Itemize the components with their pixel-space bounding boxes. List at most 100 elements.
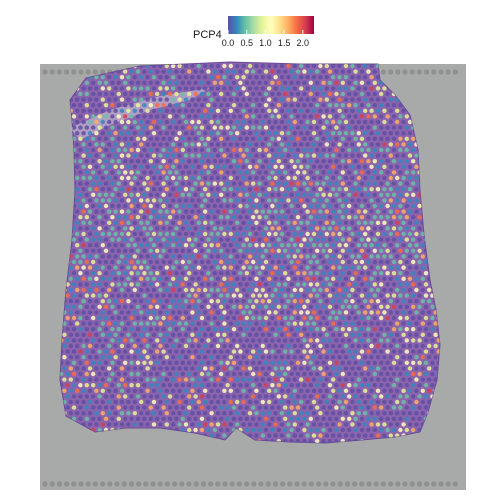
expression-spot <box>302 114 307 119</box>
expression-spot <box>209 276 214 281</box>
expression-spot <box>78 203 83 209</box>
expression-spot <box>347 259 352 265</box>
expression-spot <box>187 147 192 153</box>
expression-spot <box>187 282 192 287</box>
expression-spot <box>289 282 294 287</box>
expression-spot <box>404 259 409 265</box>
expression-spot <box>267 422 272 427</box>
expression-spot <box>180 91 185 97</box>
expression-spot <box>270 136 275 141</box>
expression-spot <box>350 422 355 427</box>
expression-spot <box>199 259 205 265</box>
expression-spot <box>331 254 336 259</box>
expression-spot <box>107 243 112 248</box>
expression-spot <box>295 327 301 332</box>
expression-spot <box>388 422 393 427</box>
fiducial-dot <box>49 481 55 487</box>
expression-spot <box>75 231 80 237</box>
expression-spot <box>273 287 278 293</box>
expression-spot <box>321 338 326 343</box>
fiducial-dot <box>49 69 55 75</box>
expression-spot <box>113 287 118 293</box>
expression-spot <box>87 377 93 382</box>
expression-spot <box>270 259 275 265</box>
expression-spot <box>430 349 435 354</box>
expression-spot <box>81 231 86 237</box>
expression-spot <box>190 209 195 214</box>
expression-spot <box>164 220 169 225</box>
expression-spot <box>119 321 125 326</box>
expression-spot <box>260 299 265 304</box>
expression-spot <box>289 304 294 309</box>
expression-spot <box>391 293 397 298</box>
expression-spot <box>331 355 336 360</box>
fiducial-dot <box>107 481 113 487</box>
expression-spot <box>167 371 173 377</box>
expression-spot <box>327 271 333 276</box>
expression-spot <box>139 399 144 405</box>
expression-spot <box>417 349 422 354</box>
fiducial-dot <box>380 69 386 75</box>
legend-tick-label: 0.0 <box>222 38 235 48</box>
expression-spot <box>292 175 297 181</box>
expression-spot <box>84 170 90 175</box>
expression-spot <box>161 215 166 220</box>
expression-spot <box>251 237 256 242</box>
expression-spot <box>193 304 198 309</box>
expression-spot <box>414 198 419 203</box>
expression-spot <box>372 349 377 354</box>
expression-spot <box>231 315 237 321</box>
expression-spot <box>254 310 259 315</box>
expression-spot <box>414 343 419 349</box>
expression-spot <box>206 315 211 321</box>
expression-spot <box>132 343 137 349</box>
expression-spot <box>167 237 173 242</box>
expression-spot <box>359 136 365 141</box>
expression-spot <box>164 86 169 91</box>
fiducial-dot <box>150 481 156 487</box>
expression-spot <box>263 394 269 399</box>
expression-spot <box>113 164 118 169</box>
expression-spot <box>84 226 90 231</box>
expression-spot <box>139 142 144 147</box>
expression-spot <box>228 422 233 427</box>
expression-spot <box>161 327 166 332</box>
expression-spot <box>193 371 198 377</box>
expression-spot <box>199 405 205 410</box>
expression-spot <box>113 86 118 91</box>
expression-spot <box>347 416 352 421</box>
expression-spot <box>129 91 134 97</box>
expression-spot <box>391 170 397 175</box>
expression-spot <box>343 175 349 181</box>
expression-spot <box>119 422 125 427</box>
expression-spot <box>343 131 349 136</box>
expression-spot <box>183 142 189 147</box>
expression-spot <box>292 231 297 237</box>
expression-spot <box>324 164 329 169</box>
expression-spot <box>174 394 179 399</box>
expression-spot <box>225 136 230 141</box>
expression-spot <box>209 75 214 80</box>
expression-spot <box>337 321 342 326</box>
expression-spot <box>78 147 83 153</box>
expression-spot <box>183 399 189 405</box>
expression-spot <box>241 243 246 248</box>
expression-spot <box>123 125 128 130</box>
expression-spot <box>148 416 153 421</box>
expression-spot <box>414 265 419 270</box>
expression-spot <box>100 108 106 114</box>
expression-spot <box>369 119 374 125</box>
expression-spot <box>375 411 381 416</box>
expression-spot <box>155 360 160 365</box>
expression-spot <box>180 349 185 354</box>
expression-spot <box>113 321 118 326</box>
expression-spot <box>183 422 189 427</box>
expression-spot <box>366 181 371 186</box>
expression-spot <box>385 405 390 410</box>
expression-spot <box>430 304 435 309</box>
expression-spot <box>327 304 333 309</box>
expression-spot <box>228 411 233 416</box>
expression-spot <box>311 231 317 237</box>
expression-spot <box>158 332 163 337</box>
expression-spot <box>363 220 368 225</box>
